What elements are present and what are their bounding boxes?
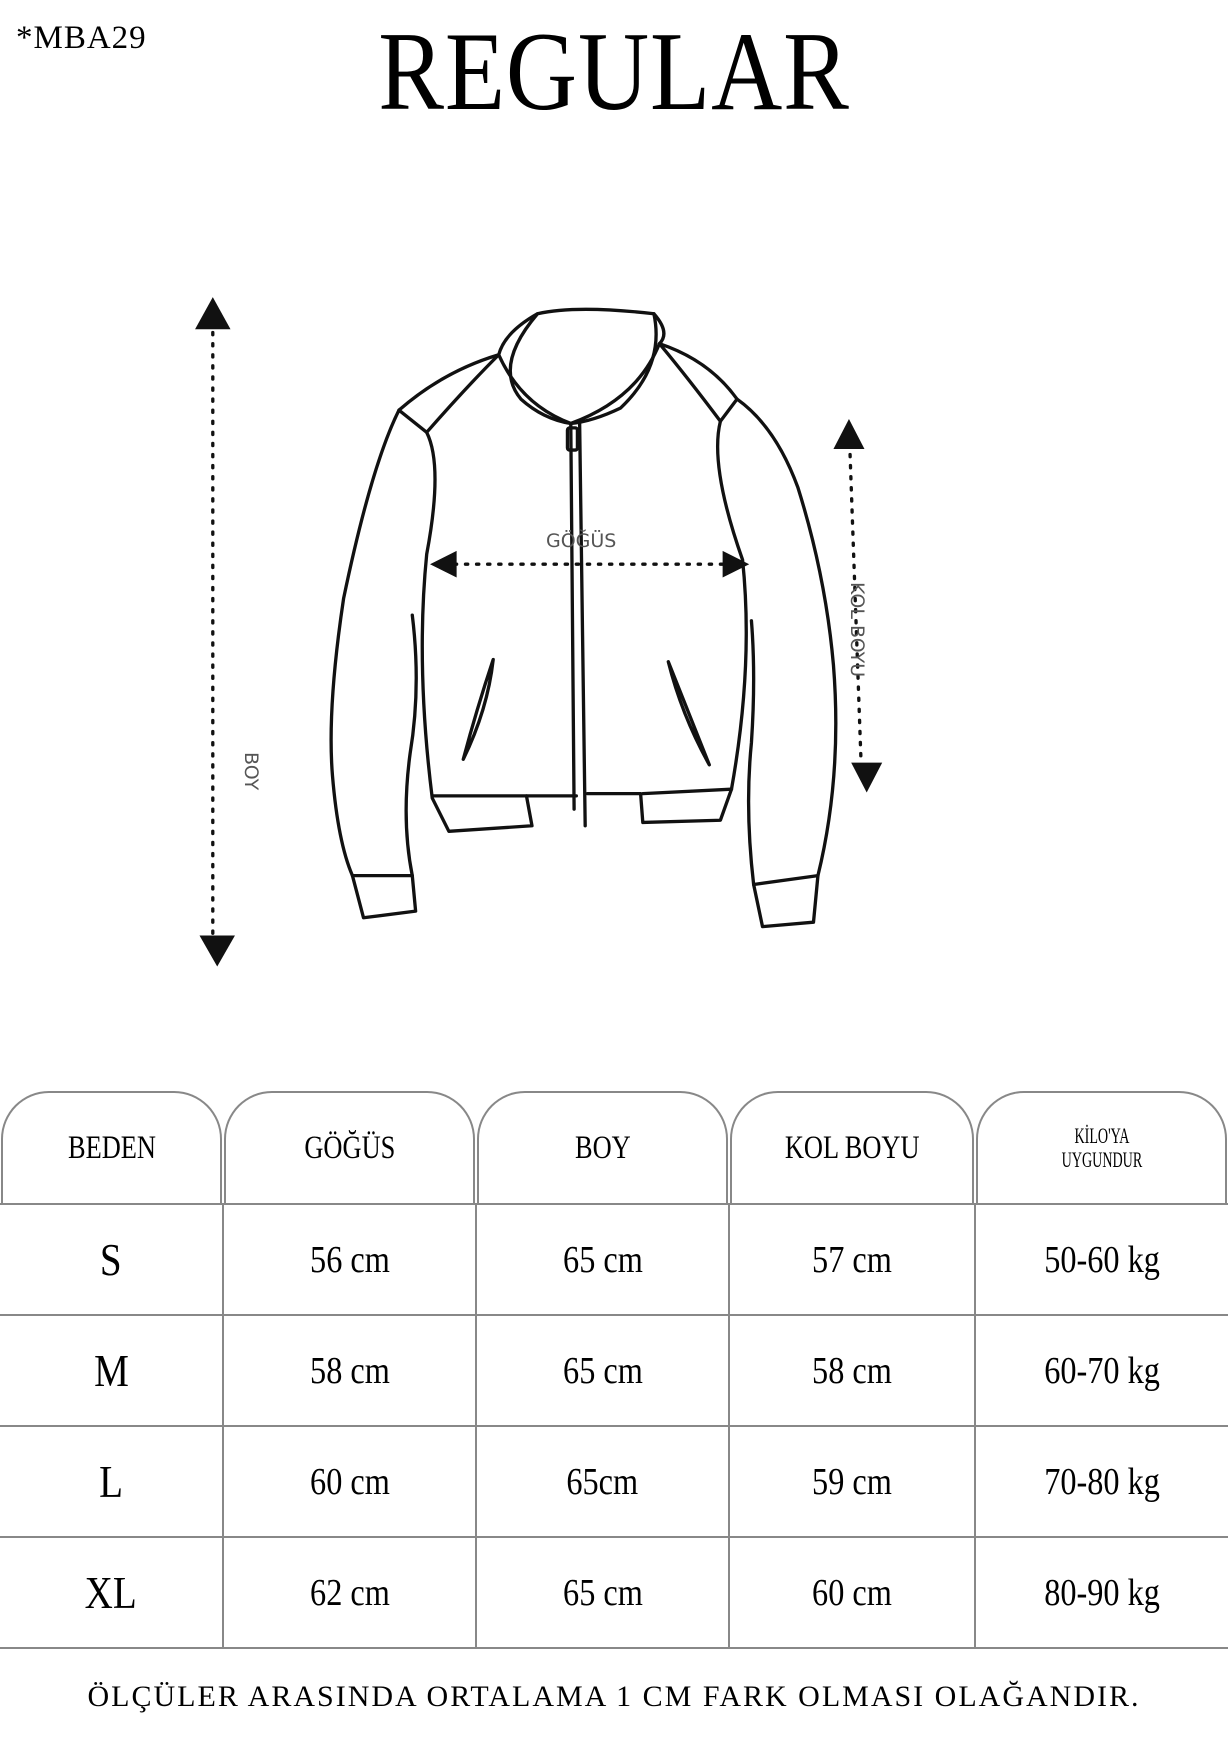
fit-title: REGULAR <box>378 10 850 134</box>
size-cell: M <box>0 1314 224 1427</box>
header-weight: KİLO'YA UYGUNDUR <box>975 1091 1228 1205</box>
table-row: L 60 cm 65cm 59 cm 70-80 kg <box>0 1425 1228 1538</box>
header-chest: GÖĞÜS <box>223 1091 476 1205</box>
weight-cell: 80-90 kg <box>974 1536 1228 1649</box>
chest-label: GÖĞÜS <box>546 530 617 552</box>
chest-cell: 56 cm <box>222 1203 477 1316</box>
arrowheads <box>195 297 883 967</box>
header-length: BOY <box>476 1091 729 1205</box>
product-code: *MBA29 <box>16 20 147 56</box>
table-row: S 56 cm 65 cm 57 cm 50-60 kg <box>0 1203 1228 1316</box>
length-cell: 65 cm <box>475 1536 730 1649</box>
size-cell: XL <box>0 1536 224 1649</box>
length-label: BOY <box>240 752 262 791</box>
size-cell: L <box>0 1425 224 1538</box>
table-row: XL 62 cm 65 cm 60 cm 80-90 kg <box>0 1536 1228 1649</box>
weight-cell: 50-60 kg <box>974 1203 1228 1316</box>
sleeve-cell: 58 cm <box>728 1314 976 1427</box>
jacket-outline <box>329 307 838 929</box>
size-table: BEDEN GÖĞÜS BOY KOL BOYU KİLO'YA UYGUNDUR… <box>0 1091 1228 1649</box>
sleeve-cell: 60 cm <box>728 1536 976 1649</box>
table-row: M 58 cm 65 cm 58 cm 60-70 kg <box>0 1314 1228 1427</box>
chest-cell: 60 cm <box>222 1425 477 1538</box>
length-cell: 65 cm <box>475 1203 730 1316</box>
size-cell: S <box>0 1203 224 1316</box>
header-sleeve: KOL BOYU <box>729 1091 975 1205</box>
sleeve-length-label: KOL BOYU <box>846 582 868 678</box>
chest-cell: 62 cm <box>222 1536 477 1649</box>
table-header-row: BEDEN GÖĞÜS BOY KOL BOYU KİLO'YA UYGUNDUR <box>0 1091 1228 1205</box>
length-cell: 65 cm <box>475 1314 730 1427</box>
sleeve-cell: 57 cm <box>728 1203 976 1316</box>
sleeve-cell: 59 cm <box>728 1425 976 1538</box>
header-size: BEDEN <box>0 1091 223 1205</box>
measure-lines <box>211 330 863 939</box>
weight-cell: 70-80 kg <box>974 1425 1228 1538</box>
chest-cell: 58 cm <box>222 1314 477 1427</box>
weight-cell: 60-70 kg <box>974 1314 1228 1427</box>
length-cell: 65cm <box>475 1425 730 1538</box>
measurement-note: ÖLÇÜLER ARASINDA ORTALAMA 1 CM FARK OLMA… <box>87 1680 1141 1713</box>
